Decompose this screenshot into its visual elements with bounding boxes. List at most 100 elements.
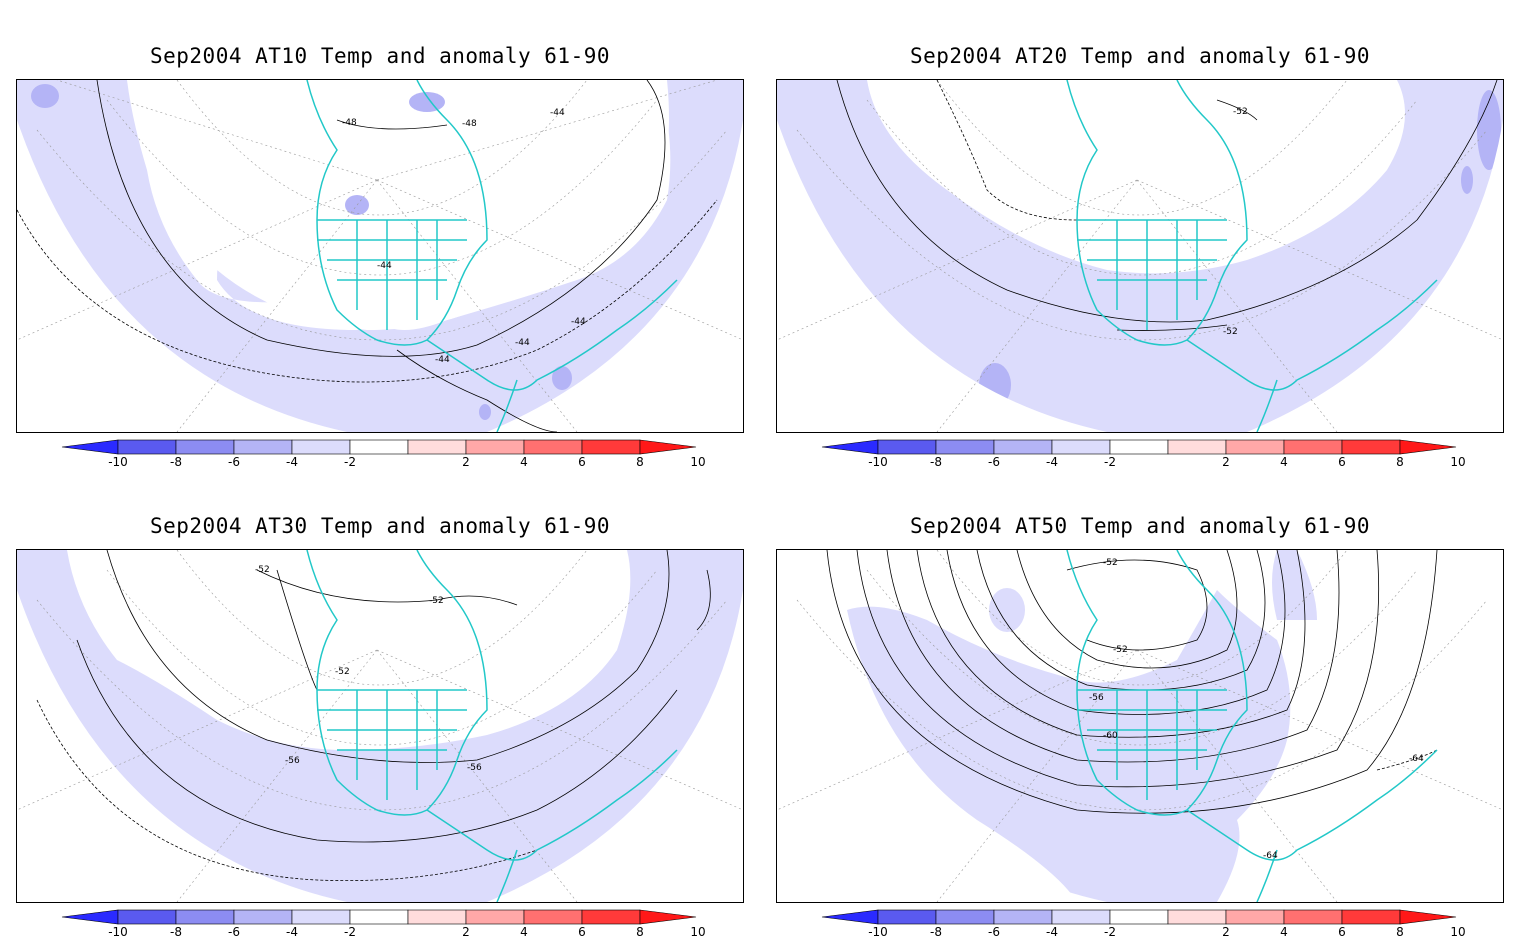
colorbar-segment [1225,439,1285,455]
colorbar-tick-label: -6 [228,455,240,469]
colorbar-tick-label: -10 [868,455,888,469]
colorbar-segment [349,439,409,455]
colorbar-tick-label: -6 [988,455,1000,469]
neutral-region [67,550,631,750]
contour-label: -52 [429,596,444,606]
colorbar-tick-label: -4 [286,925,298,939]
colorbar-arrow-low [821,439,879,455]
anomaly-patch [1477,90,1501,170]
colorbar-tick-label: -10 [868,925,888,939]
colorbar-segment [581,909,641,925]
contour-label: -56 [1089,693,1104,703]
anomaly-patch [31,84,59,108]
anomaly-region [847,590,1291,902]
contour-label: -64 [1263,851,1278,861]
colorbar-segment [233,909,293,925]
coastlines [1066,550,1438,902]
colorbar-tick-label: -8 [930,925,942,939]
colorbar-tick-label: 2 [462,925,470,939]
colorbar-segment [407,909,467,925]
colorbar-tick-label: -10 [108,455,128,469]
colorbar-segment [117,439,177,455]
colorbar-tick-label: 4 [1280,925,1288,939]
colorbar-tick-label: -8 [930,455,942,469]
colorbar-segment [291,909,351,925]
colorbar-tick-label: -4 [1046,925,1058,939]
panel-title-at30: Sep2004 AT30 Temp and anomaly 61-90 [149,514,610,538]
panel-title-at50: Sep2004 AT50 Temp and anomaly 61-90 [909,514,1370,538]
colorbar-segment [935,909,995,925]
contour-labels: -52 -52 -56 -60 -64 -64 [1089,558,1424,861]
colorbar-segment [993,909,1053,925]
colorbar-at20: -10 -8 -6 -4 -2 2 4 6 8 10 [820,438,1480,478]
contour-labels: -52 -52 -52 -56 -56 [255,565,482,773]
map-at20: -52 -52 [776,79,1504,433]
contour-label: -52 [1103,558,1118,568]
contour-label: -44 [571,317,586,327]
contour-labels: -52 -52 [1223,107,1248,337]
colorbar-tick-label: 10 [1450,455,1465,469]
colorbar-segment [877,909,937,925]
colorbar-at30: -10 -8 -6 -4 -2 2 4 6 8 10 [60,908,720,948]
colorbar-segment [1283,439,1343,455]
colorbar-arrow-high [639,909,697,925]
colorbar-tick-label: 6 [1338,455,1346,469]
colorbar-arrow-low [61,909,119,925]
contour-label: -48 [342,118,357,128]
colorbar-tick-label: 10 [1450,925,1465,939]
colorbar-tick-label: 8 [636,455,644,469]
anomaly-patch [552,366,572,390]
colorbar-segment [1341,909,1401,925]
colorbar-tick-label: -8 [170,455,182,469]
anomaly-patch [479,404,491,420]
contour-label: -64 [1409,754,1424,764]
colorbar-segment [175,909,235,925]
contour-label: -52 [1223,327,1238,337]
contour-label: -60 [1103,731,1118,741]
colorbar-tick-label: 2 [1222,925,1230,939]
colorbar-tick-label: 6 [1338,925,1346,939]
colorbar-segment [581,439,641,455]
colorbar-segment [465,439,525,455]
contour-label: -52 [1113,645,1128,655]
contour-label: -48 [462,119,477,129]
colorbar-tick-label: 2 [462,455,470,469]
map-at10: -48 -48 -44 -44 -44 -44 -44 [16,79,744,433]
colorbar-segment [1051,439,1111,455]
colorbar-tick-label: -6 [228,925,240,939]
colorbar-arrow-high [1399,439,1457,455]
colorbar-arrow-high [639,439,697,455]
anomaly-patch [409,92,445,112]
coastlines [306,550,678,902]
colorbar-tick-label: -6 [988,925,1000,939]
colorbar-segment [1341,439,1401,455]
colorbar-tick-label: 4 [1280,455,1288,469]
temperature-contours [17,80,718,432]
colorbar-segment [877,439,937,455]
contour-labels: -48 -48 -44 -44 -44 -44 -44 [342,108,586,365]
neutral-region [867,80,1405,274]
colorbar-tick-label: -4 [286,455,298,469]
colorbar-segment [1225,909,1285,925]
colorbar-tick-label: 10 [690,455,705,469]
colorbar-tick-label: 6 [578,455,586,469]
colorbar-segment [993,439,1053,455]
colorbar-segment [291,439,351,455]
colorbar-segment [1283,909,1343,925]
contour-label: -56 [467,763,482,773]
colorbar-at50: -10 -8 -6 -4 -2 2 4 6 8 10 [820,908,1480,948]
temperature-contours [836,80,1498,331]
coastlines [306,80,678,432]
colorbar-tick-label: 2 [1222,455,1230,469]
colorbar-segment [175,439,235,455]
colorbar-segment [1167,439,1227,455]
colorbar-tick-label: 8 [636,925,644,939]
contour-label: -52 [255,565,270,575]
colorbar-tick-label: 8 [1396,455,1404,469]
colorbar-segment [523,439,583,455]
colorbar-arrow-high [1399,909,1457,925]
colorbar-segment [1109,439,1169,455]
colorbar-segment [1051,909,1111,925]
colorbar-arrow-low [821,909,879,925]
anomaly-patch [1461,166,1473,194]
